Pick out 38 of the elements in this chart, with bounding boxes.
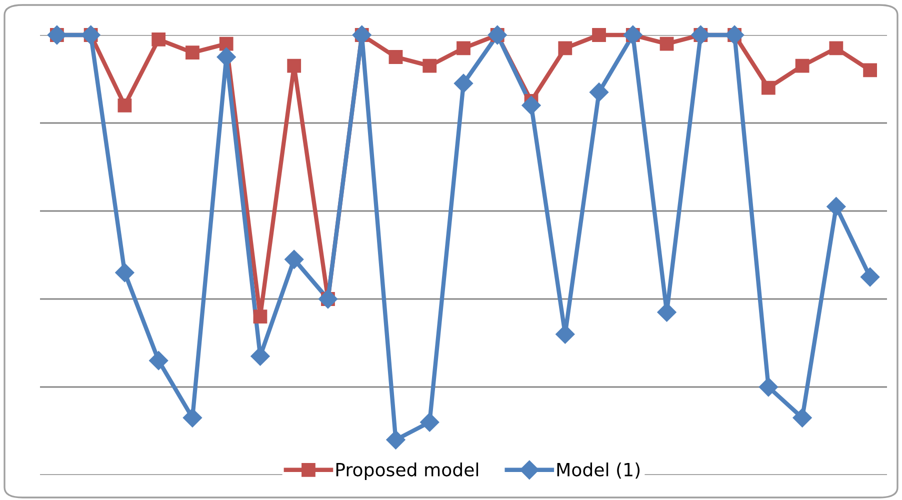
point — [589, 82, 609, 102]
point — [488, 25, 507, 45]
point — [863, 63, 878, 78]
point — [318, 289, 338, 309]
point — [422, 58, 437, 73]
point — [795, 58, 810, 73]
point — [386, 430, 406, 450]
point — [152, 32, 166, 46]
legend-label: Model (1) — [557, 462, 640, 479]
point — [725, 25, 744, 45]
point — [592, 28, 606, 42]
point — [691, 25, 710, 45]
point — [149, 351, 168, 370]
point — [47, 25, 66, 45]
point — [115, 263, 134, 282]
point — [253, 310, 268, 324]
point — [623, 25, 642, 45]
point — [420, 412, 440, 432]
legend-label: Proposed model — [336, 462, 478, 480]
point — [81, 25, 100, 45]
point — [761, 80, 776, 95]
point — [186, 46, 200, 60]
point — [660, 36, 674, 51]
point — [758, 377, 778, 397]
point — [287, 58, 302, 73]
point — [829, 41, 844, 56]
point — [118, 98, 132, 112]
point — [558, 41, 572, 56]
point — [792, 408, 812, 428]
point — [826, 197, 846, 216]
point — [388, 50, 403, 64]
point — [522, 96, 541, 115]
point — [860, 267, 880, 287]
point — [284, 250, 304, 269]
point — [454, 74, 474, 93]
point — [182, 408, 202, 428]
point — [219, 36, 234, 51]
point — [456, 41, 470, 56]
